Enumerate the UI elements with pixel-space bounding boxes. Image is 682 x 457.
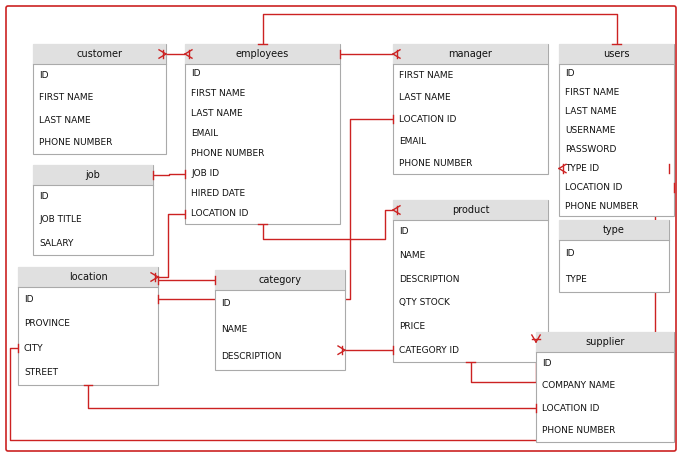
Bar (215, 270, 345, 290)
Text: ID: ID (565, 69, 574, 78)
Text: FIRST NAME: FIRST NAME (191, 90, 246, 99)
Text: ID: ID (565, 249, 574, 257)
Text: FIRST NAME: FIRST NAME (399, 70, 454, 80)
Text: PASSWORD: PASSWORD (565, 145, 617, 154)
Bar (559, 44, 674, 216)
Bar (33, 44, 166, 64)
Bar (559, 44, 674, 64)
Text: PHONE NUMBER: PHONE NUMBER (399, 159, 473, 168)
Text: STREET: STREET (24, 368, 58, 377)
Bar (33, 165, 153, 255)
Bar (215, 270, 345, 370)
Text: ID: ID (191, 69, 201, 79)
Text: PHONE NUMBER: PHONE NUMBER (565, 202, 638, 211)
Text: job: job (85, 170, 100, 180)
Text: ID: ID (221, 299, 231, 308)
Bar (393, 44, 548, 64)
Text: manager: manager (449, 49, 492, 59)
Bar (559, 220, 669, 240)
Text: LOCATION ID: LOCATION ID (399, 115, 456, 123)
Text: NAME: NAME (399, 251, 426, 260)
Text: LAST NAME: LAST NAME (565, 107, 617, 116)
Text: users: users (604, 49, 629, 59)
Text: DESCRIPTION: DESCRIPTION (221, 352, 282, 361)
Text: JOB TITLE: JOB TITLE (39, 216, 82, 224)
Text: TYPE ID: TYPE ID (565, 164, 599, 173)
Text: FIRST NAME: FIRST NAME (39, 93, 93, 102)
Text: ID: ID (399, 227, 409, 236)
Bar (393, 44, 548, 174)
Bar (33, 44, 166, 154)
Bar (393, 200, 548, 362)
Text: LOCATION ID: LOCATION ID (542, 404, 599, 413)
Text: PHONE NUMBER: PHONE NUMBER (39, 138, 113, 147)
Text: supplier: supplier (585, 337, 625, 347)
Text: SALARY: SALARY (39, 239, 74, 248)
Bar (33, 165, 153, 185)
Text: JOB ID: JOB ID (191, 170, 219, 179)
Text: DESCRIPTION: DESCRIPTION (399, 275, 460, 284)
Text: HIRED DATE: HIRED DATE (191, 190, 245, 198)
Text: EMAIL: EMAIL (191, 129, 218, 138)
Text: USERNAME: USERNAME (565, 126, 615, 135)
Text: LOCATION ID: LOCATION ID (191, 209, 248, 218)
Text: LOCATION ID: LOCATION ID (565, 183, 623, 192)
Text: LAST NAME: LAST NAME (399, 92, 451, 101)
Text: ID: ID (542, 359, 552, 368)
Text: EMAIL: EMAIL (399, 137, 426, 145)
Text: location: location (69, 272, 107, 282)
Text: CITY: CITY (24, 344, 44, 353)
Text: ID: ID (24, 295, 33, 304)
Text: TYPE: TYPE (565, 275, 587, 283)
Bar (536, 332, 674, 352)
Bar (536, 332, 674, 442)
Bar (18, 267, 158, 385)
Text: NAME: NAME (221, 325, 248, 335)
Bar (559, 220, 669, 292)
Text: PRICE: PRICE (399, 322, 425, 331)
Text: PROVINCE: PROVINCE (24, 319, 70, 328)
Text: customer: customer (76, 49, 123, 59)
Text: category: category (258, 275, 301, 285)
Bar (18, 267, 158, 287)
Text: ID: ID (39, 192, 48, 201)
Text: QTY STOCK: QTY STOCK (399, 298, 450, 308)
Text: PHONE NUMBER: PHONE NUMBER (542, 426, 615, 435)
Text: type: type (603, 225, 625, 235)
Text: FIRST NAME: FIRST NAME (565, 88, 619, 97)
Bar (185, 44, 340, 64)
Text: ID: ID (39, 71, 48, 80)
Text: COMPANY NAME: COMPANY NAME (542, 381, 615, 390)
Text: product: product (451, 205, 489, 215)
Text: LAST NAME: LAST NAME (39, 116, 91, 125)
Text: LAST NAME: LAST NAME (191, 110, 243, 118)
Bar (185, 44, 340, 224)
Text: CATEGORY ID: CATEGORY ID (399, 345, 459, 355)
Bar (393, 200, 548, 220)
Text: PHONE NUMBER: PHONE NUMBER (191, 149, 265, 159)
Text: employees: employees (236, 49, 289, 59)
